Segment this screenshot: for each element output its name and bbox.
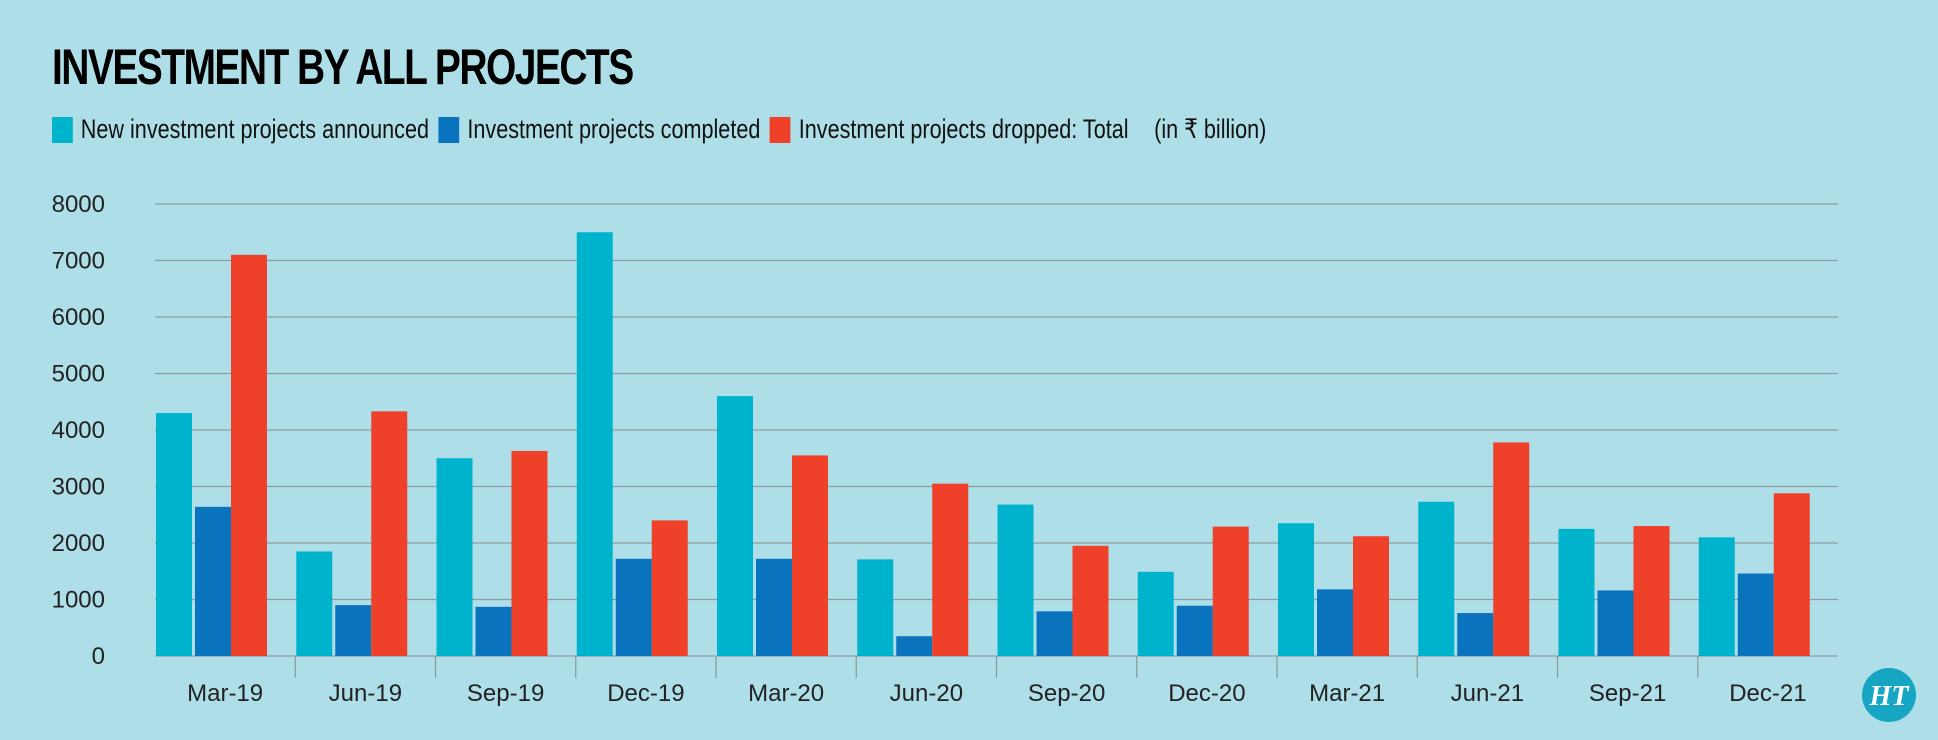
- bar-dropped: [1493, 442, 1530, 656]
- x-tick-label: Jun-19: [329, 680, 402, 707]
- x-tick-label: Dec-21: [1729, 680, 1806, 707]
- bar-dropped: [1353, 536, 1389, 656]
- bar-dropped: [371, 411, 408, 656]
- bar-announced: [1418, 501, 1455, 656]
- bar-dropped: [932, 483, 969, 656]
- unit-note: (in ₹ billion): [1154, 114, 1267, 144]
- y-tick-label: 3000: [52, 474, 105, 501]
- bar-announced: [576, 232, 613, 656]
- bar-dropped: [511, 450, 548, 656]
- legend-swatch-announced: [52, 116, 73, 143]
- y-tick-label: 8000: [52, 191, 105, 218]
- svg-text:HT: HT: [1869, 681, 1911, 712]
- x-tick-label: Sep-19: [467, 680, 544, 707]
- x-tick-label: Jun-21: [1451, 680, 1524, 707]
- bar-dropped: [1773, 493, 1810, 656]
- bar-dropped: [1072, 545, 1109, 656]
- bar-completed: [1597, 590, 1634, 656]
- legend: New investment projects announced Invest…: [52, 114, 1266, 145]
- bar-dropped: [792, 455, 828, 656]
- y-tick-label: 6000: [52, 304, 105, 331]
- y-tick-label: 1000: [52, 587, 105, 614]
- y-tick-label: 5000: [52, 361, 105, 388]
- bar-announced: [1278, 523, 1314, 656]
- bar-completed: [756, 558, 792, 656]
- bar-announced: [1698, 537, 1735, 656]
- bar-completed: [475, 606, 512, 656]
- y-tick-label: 0: [92, 643, 105, 670]
- bar-announced: [156, 413, 192, 656]
- bar-announced: [436, 458, 473, 656]
- bar-announced: [857, 559, 894, 656]
- bar-announced: [1137, 571, 1174, 656]
- bar-dropped: [651, 520, 688, 656]
- x-tick-label: Sep-21: [1589, 680, 1666, 707]
- bar-announced: [1558, 528, 1595, 656]
- bar-completed: [195, 506, 231, 656]
- x-tick-label: Sep-20: [1028, 680, 1105, 707]
- bar-completed: [1737, 573, 1774, 656]
- legend-label-announced: New investment projects announced: [80, 114, 430, 144]
- bar-announced: [296, 551, 333, 656]
- legend-swatch-dropped: [769, 116, 791, 143]
- bar-completed: [335, 605, 372, 656]
- bar-announced: [997, 504, 1034, 656]
- legend-swatch-completed: [438, 116, 460, 143]
- bar-dropped: [231, 254, 267, 656]
- bar-dropped: [1212, 526, 1249, 656]
- x-tick-label: Dec-20: [1168, 680, 1245, 707]
- bar-announced: [717, 396, 753, 656]
- legend-item-dropped: Investment projects dropped: Total: [769, 114, 1129, 145]
- legend-item-completed: Investment projects completed: [438, 114, 761, 145]
- x-tick-label: Jun-20: [890, 680, 963, 707]
- x-tick-label: Dec-19: [607, 680, 684, 707]
- legend-item-announced: New investment projects announced: [52, 114, 429, 145]
- y-tick-label: 7000: [52, 248, 105, 275]
- bar-completed: [615, 558, 652, 656]
- bar-completed: [896, 636, 933, 656]
- x-tick-label: Mar-19: [187, 680, 263, 707]
- x-tick-label: Mar-21: [1309, 680, 1385, 707]
- bar-completed: [1176, 605, 1213, 656]
- bar-completed: [1317, 589, 1353, 656]
- y-tick-label: 2000: [52, 530, 105, 557]
- bar-completed: [1457, 613, 1494, 656]
- bar-completed: [1036, 611, 1073, 656]
- x-tick-label: Mar-20: [748, 680, 824, 707]
- chart-title: INVESTMENT BY ALL PROJECTS: [52, 39, 634, 95]
- legend-label-completed: Investment projects completed: [467, 114, 761, 144]
- bar-dropped: [1633, 526, 1670, 656]
- legend-label-dropped: Investment projects dropped: Total: [798, 114, 1129, 144]
- y-tick-label: 4000: [52, 417, 105, 444]
- ht-logo: HT: [1862, 668, 1916, 722]
